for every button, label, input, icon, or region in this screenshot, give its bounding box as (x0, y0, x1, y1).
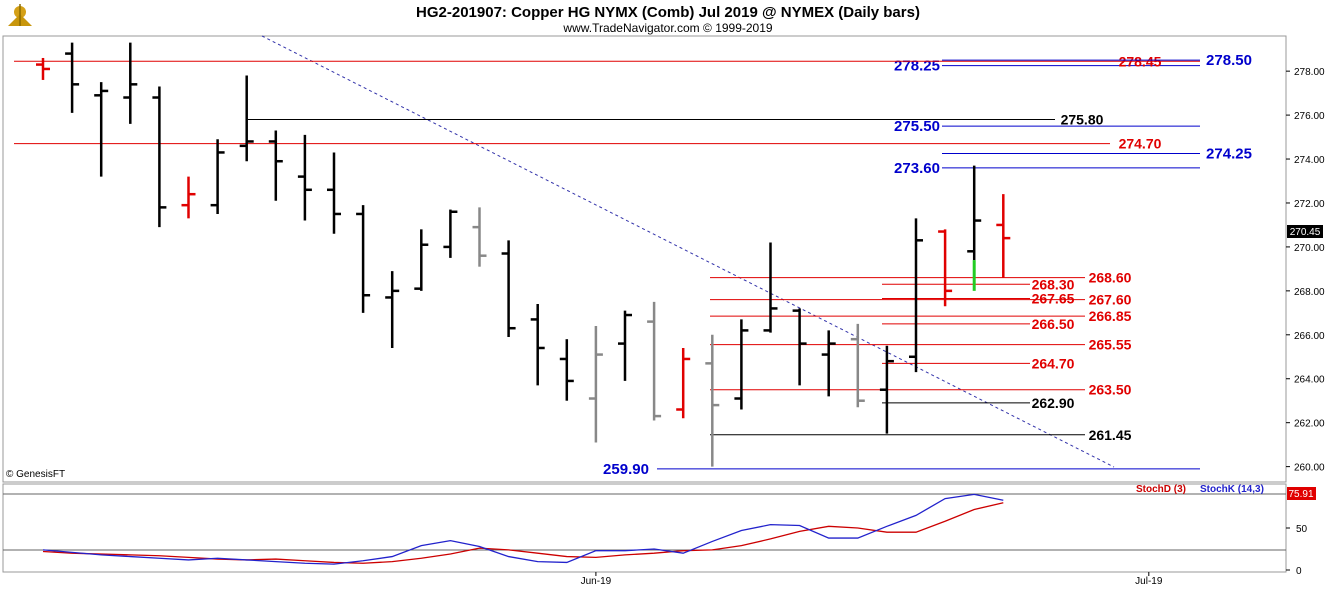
level-label: 275.50 (894, 118, 940, 135)
legend-stochD: StochD (3) (1136, 484, 1186, 495)
y-tick-label: 266.00 (1294, 331, 1325, 342)
ohlc-bar (588, 326, 603, 443)
y-tick-label: 260.00 (1294, 463, 1325, 474)
stoch-last-badge: 75.91 (1287, 487, 1316, 500)
level-label: 267.60 (1089, 292, 1132, 308)
chart-title: HG2-201907: Copper HG NYMX (Comb) Jul 20… (416, 4, 920, 21)
ohlc-bar (618, 310, 632, 381)
y-tick-label: 276.00 (1294, 111, 1325, 122)
level-label: 267.65 (1032, 291, 1075, 307)
stoch-panel (2, 483, 1287, 573)
y-tick-label: 264.00 (1294, 375, 1325, 386)
level-label: 266.50 (1032, 316, 1075, 332)
y-tick-label: 272.00 (1294, 199, 1325, 210)
trend-line (261, 35, 1115, 468)
logo-icon (4, 3, 36, 27)
price-panel (2, 35, 1287, 483)
ohlc-bar (792, 308, 807, 386)
y-tick-label: 268.00 (1294, 287, 1325, 298)
svg-text:270.45: 270.45 (1290, 227, 1321, 238)
legend-stochK: StochK (14,3) (1200, 484, 1264, 495)
y-tick-label: 262.00 (1294, 419, 1325, 430)
level-label: 273.60 (894, 160, 940, 177)
ohlc-bar (530, 304, 545, 386)
level-label: 264.70 (1032, 355, 1075, 371)
level-label: 278.50 (1206, 52, 1252, 69)
chart-subtitle: www.TradeNavigator.com © 1999-2019 (562, 21, 772, 35)
level-label: 274.70 (1119, 136, 1162, 152)
level-label: 265.55 (1089, 337, 1132, 353)
y-tick-label: 278.00 (1294, 67, 1325, 78)
x-tick-label: Jul-19 (1135, 576, 1163, 587)
ohlc-bar (152, 86, 167, 228)
ohlc-bar (181, 176, 196, 219)
ohlc-bar (647, 301, 662, 421)
ohlc-bar (356, 205, 371, 313)
level-label: 261.45 (1089, 427, 1132, 443)
ohlc-bar (210, 139, 225, 214)
ohlc-bar (705, 334, 720, 467)
ohlc-bar (967, 165, 982, 261)
ohlc-bar (879, 345, 894, 434)
svg-text:75.91: 75.91 (1288, 489, 1313, 500)
y-tick-label: 274.00 (1294, 155, 1325, 166)
ohlc-bar (443, 209, 458, 258)
ohlc-bar (909, 218, 923, 373)
level-label: 278.45 (1119, 53, 1162, 69)
ohlc-bar (850, 323, 865, 408)
ohlc-bar (297, 134, 312, 221)
level-label: 259.90 (603, 461, 649, 478)
stoch-layer (42, 493, 1004, 565)
y-tick-label: 270.00 (1294, 243, 1325, 254)
copyright: © GenesisFT (6, 469, 65, 480)
ohlc-bar (559, 339, 574, 401)
ohlc-bar (676, 347, 691, 419)
x-tick-label: Jun-19 (581, 576, 612, 587)
ohlc-bar (65, 42, 80, 113)
level-label: 275.80 (1061, 111, 1104, 127)
level-label: 268.60 (1089, 270, 1132, 286)
ohlc-bar (472, 207, 487, 267)
ohlc-bar (501, 240, 516, 337)
bars-layer (36, 42, 1011, 467)
level-label: 263.50 (1089, 382, 1132, 398)
ohlc-bar (763, 242, 778, 333)
stoch-tick-label: 50 (1296, 524, 1308, 535)
ohlc-bar (996, 194, 1011, 278)
ohlc-bar (414, 229, 429, 291)
level-label: 278.25 (894, 58, 940, 75)
price-y-axis: 278.00 276.00 274.00 272.00 270.00 268.00 266.… (1286, 67, 1325, 474)
ohlc-bar (239, 75, 254, 162)
ohlc-bar (268, 130, 283, 201)
level-label: 262.90 (1032, 395, 1075, 411)
ohlc-bar (821, 330, 836, 397)
stoch-y-axis: 50 0 (1286, 524, 1308, 577)
stoch-line (42, 493, 1004, 565)
ohlc-bar (385, 271, 400, 348)
ohlc-bar (734, 319, 749, 410)
last-price-badge: 270.45 (1287, 225, 1323, 238)
stoch-line (42, 502, 1004, 564)
ohlc-bar (938, 229, 953, 307)
levels-layer: 278.25 278.45 278.50 275.80 275.50 274.70 274.… (14, 52, 1252, 478)
ohlc-bar (36, 57, 50, 80)
ohlc-bar (94, 82, 109, 177)
x-axis: Jun-19 Jul-19 (581, 572, 1163, 587)
level-label: 268.30 (1032, 276, 1075, 292)
ohlc-bar (327, 152, 341, 234)
ohlc-bar (123, 42, 138, 124)
level-label: 274.25 (1206, 146, 1252, 163)
stoch-tick-label: 0 (1296, 566, 1302, 577)
level-label: 266.85 (1089, 308, 1132, 324)
